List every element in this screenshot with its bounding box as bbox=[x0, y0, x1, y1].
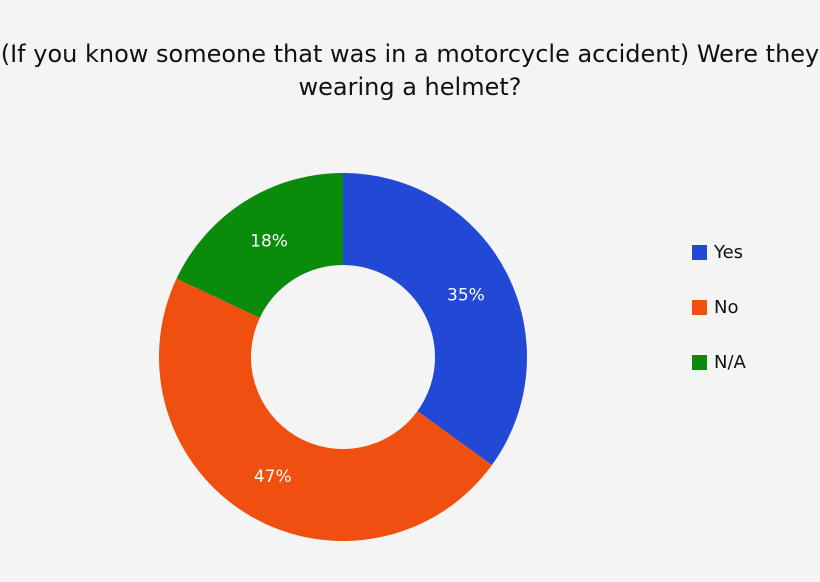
legend-swatch bbox=[692, 300, 707, 315]
slice-na bbox=[176, 173, 343, 318]
slice-no bbox=[158, 278, 492, 542]
data-label: 47% bbox=[254, 467, 292, 487]
legend-swatch bbox=[692, 355, 707, 370]
data-label: 35% bbox=[447, 285, 485, 305]
legend-item: No bbox=[692, 297, 738, 318]
slice-yes bbox=[343, 173, 527, 466]
legend-item: N/A bbox=[692, 352, 746, 373]
legend-label: N/A bbox=[714, 352, 746, 373]
legend-item: Yes bbox=[692, 242, 743, 263]
legend-label: Yes bbox=[714, 242, 744, 263]
legend-swatch bbox=[692, 245, 707, 260]
data-label: 18% bbox=[250, 231, 288, 251]
chart-title: (If you know someone that was in a motor… bbox=[0, 40, 820, 101]
legend-label: No bbox=[714, 297, 739, 318]
